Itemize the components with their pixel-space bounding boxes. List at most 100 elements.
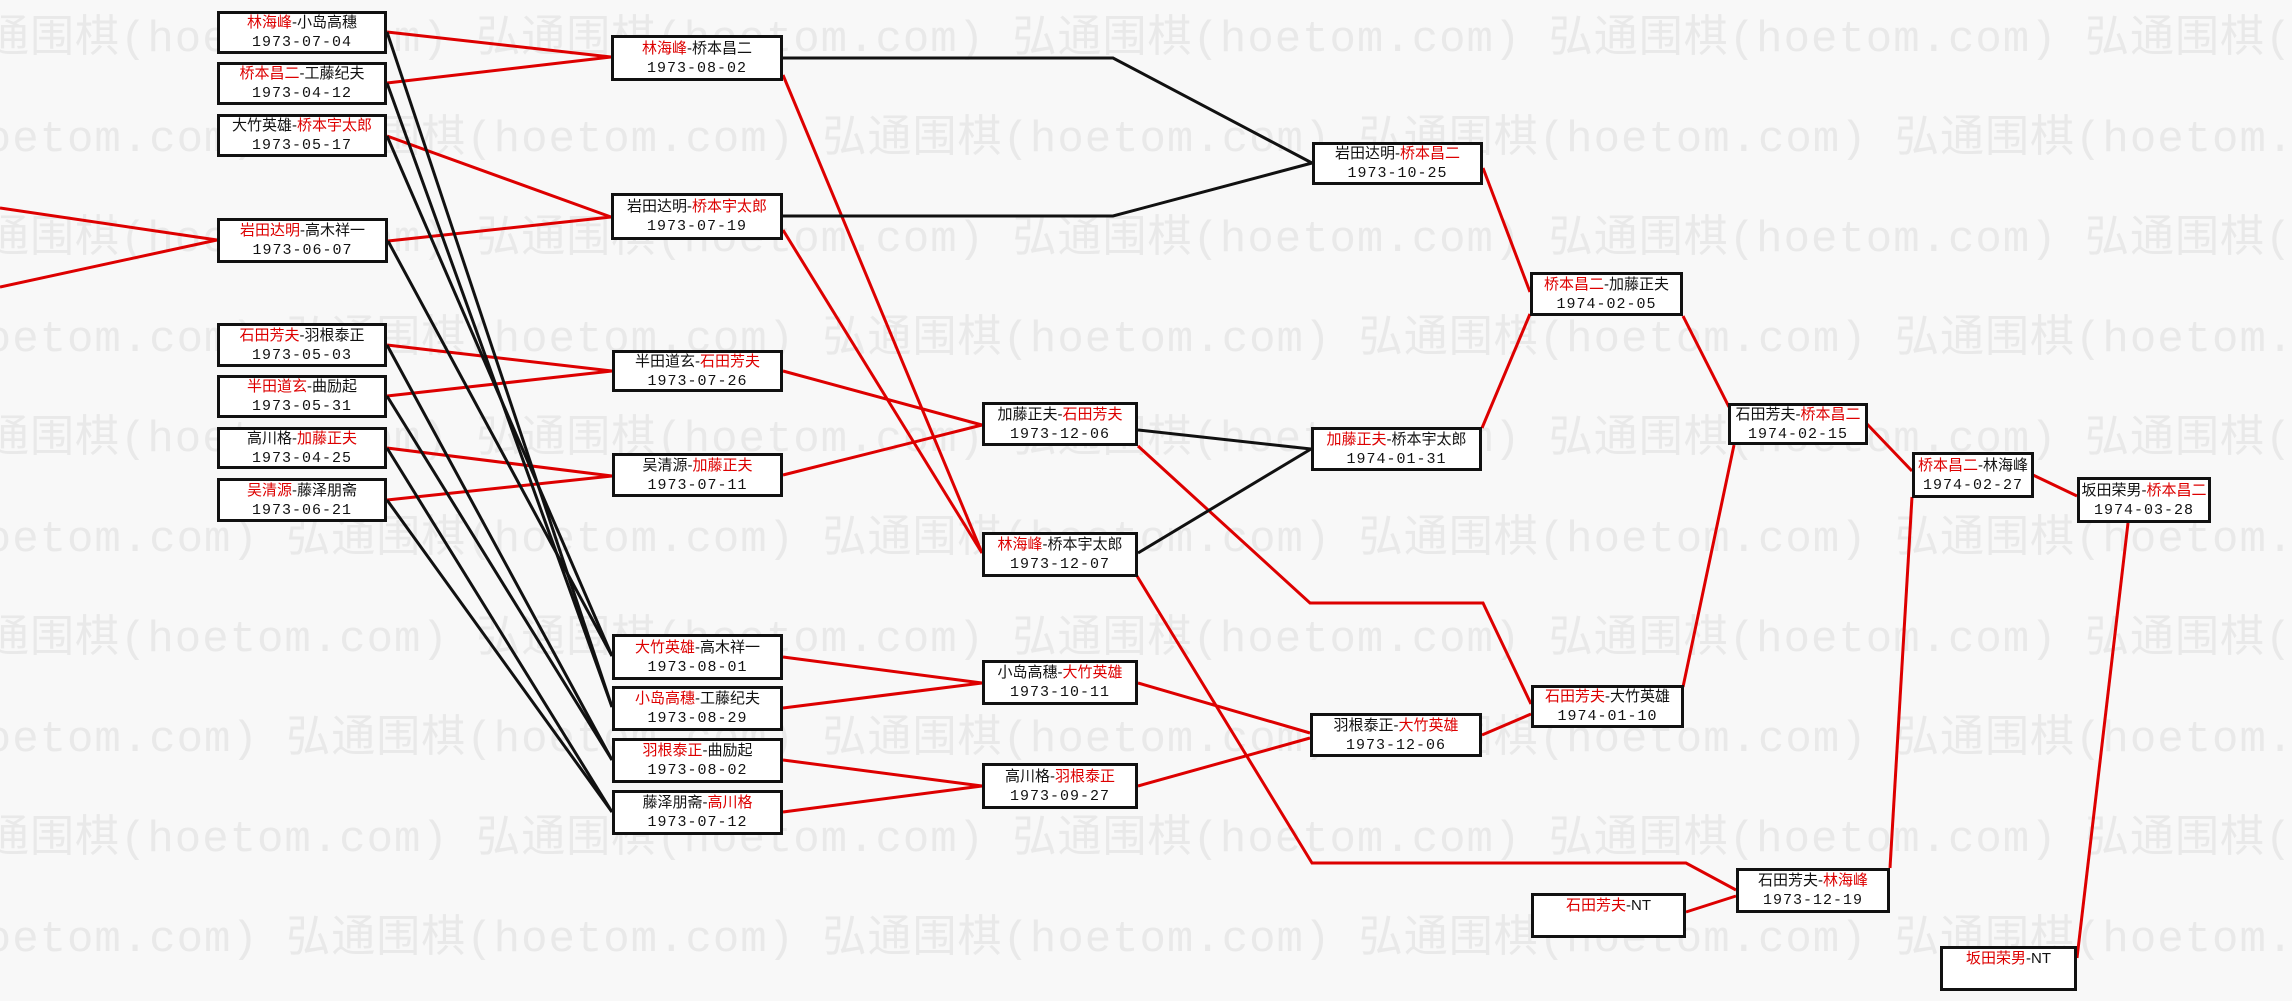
match-date: 1973-10-25 — [1347, 165, 1448, 182]
winner-advance-line — [1681, 444, 1736, 688]
match-players: 羽根泰正-曲励起 — [642, 741, 752, 761]
winner-advance-line — [781, 229, 984, 554]
match-box: 岩田达明-桥本昌二 1973-10-25 — [1312, 142, 1483, 185]
winner-advance-line — [386, 30, 612, 59]
watermark-text: 弘通围棋(hoetom.com) 弘通围棋(hoetom.com) 弘通围棋(h… — [0, 915, 2292, 965]
player1-name: 藤泽朋斋 — [642, 794, 703, 811]
player-separator: - — [292, 14, 297, 31]
match-date: 1973-05-17 — [251, 137, 352, 154]
match-date: 1973-12-19 — [1762, 892, 1863, 909]
player-separator: - — [695, 638, 700, 656]
player1-name: 桥本昌二 — [1917, 456, 1978, 474]
player1-name: 半田道玄 — [246, 378, 307, 395]
match-players: 林海峰-小岛高穗 — [247, 13, 357, 33]
match-date: 1973-12-07 — [1009, 556, 1110, 573]
match-players: 石田芳夫-桥本昌二 — [1735, 405, 1860, 425]
match-box: 吴清源-藤泽朋斋 1973-06-21 — [217, 478, 387, 522]
match-box: 高川格-加藤正夫 1973-04-25 — [217, 427, 387, 469]
match-players: 半田道玄-石田芳夫 — [635, 352, 760, 372]
match-box: 吴清源-加藤正夫 1973-07-11 — [612, 453, 783, 497]
match-date: 1973-06-21 — [251, 501, 352, 519]
match-date: 1973-04-25 — [251, 449, 352, 467]
player1-name: 小岛高穗 — [634, 690, 695, 707]
winner-advance-line — [1135, 575, 1737, 892]
player2-name: 高木祥一 — [305, 222, 366, 239]
player-separator: - — [687, 39, 692, 57]
match-box: 桥本昌二-工藤纪夫 1973-04-12 — [217, 62, 387, 105]
match-players: 桥本昌二-工藤纪夫 — [239, 64, 364, 84]
match-date: 1974-02-15 — [1747, 425, 1848, 443]
winner-advance-line — [1681, 315, 1731, 408]
match-players: 林海峰-桥本宇太郎 — [997, 535, 1122, 555]
player-separator: - — [702, 742, 708, 759]
player-separator: - — [307, 378, 312, 395]
player1-name: 林海峰 — [246, 14, 292, 31]
match-players: 吴清源-藤泽朋斋 — [247, 481, 357, 501]
match-box: 坂田荣男-NT — [1940, 946, 2077, 991]
player-separator: - — [1604, 275, 1609, 293]
match-players: 石田芳夫-NT — [1566, 896, 1651, 916]
player-separator: - — [1795, 405, 1801, 423]
match-date: 1973-08-02 — [646, 59, 747, 77]
player1-name: 石田芳夫 — [1757, 872, 1818, 889]
match-box: 岩田达明-桥本宇太郎 1973-07-19 — [611, 193, 783, 240]
match-players: 桥本昌二-林海峰 — [1918, 456, 2028, 476]
player2-name: 高川格 — [707, 794, 753, 811]
match-box: 羽根泰正-大竹英雄 1973-12-06 — [1310, 713, 1482, 757]
match-date: 1974-01-31 — [1346, 450, 1447, 468]
player1-name: 岩田达明 — [239, 222, 300, 239]
match-box: 桥本昌二-林海峰 1974-02-27 — [1912, 452, 2034, 498]
match-box: 林海峰-桥本昌二 1973-08-02 — [611, 35, 783, 81]
player-separator: - — [292, 429, 297, 447]
player2-name: 桥本昌二 — [692, 39, 753, 57]
loser-advance-line — [386, 240, 614, 657]
winner-advance-line — [782, 423, 983, 477]
player2-name: NT — [2031, 950, 2051, 967]
player-separator: - — [1605, 688, 1610, 705]
match-players: 大竹英雄-桥本宇太郎 — [232, 116, 372, 136]
player1-name: 羽根泰正 — [642, 742, 703, 759]
match-box: 石田芳夫-林海峰 1973-12-19 — [1736, 868, 1890, 913]
player1-name: 大竹英雄 — [634, 638, 695, 656]
player-separator: - — [1050, 767, 1055, 785]
match-players: 岩田达明-桥本昌二 — [1335, 144, 1460, 164]
match-date: 1973-05-31 — [251, 398, 352, 415]
match-box: 石田芳夫-羽根泰正 1973-05-03 — [217, 323, 387, 367]
match-date: 1973-07-26 — [647, 372, 748, 390]
player2-name: 加藤正夫 — [692, 456, 753, 474]
loser-advance-line — [1137, 447, 1312, 555]
player2-name: 桥本宇太郎 — [1047, 536, 1123, 553]
player-separator: - — [702, 794, 708, 811]
match-box: 岩田达明-高木祥一 1973-06-07 — [217, 218, 388, 263]
match-date: 1973-12-06 — [1345, 736, 1446, 754]
player-separator: - — [1042, 536, 1048, 553]
player2-name: 林海峰 — [1983, 456, 2029, 474]
player2-name: 桥本昌二 — [1400, 145, 1461, 162]
match-box: 高川格-羽根泰正 1973-09-27 — [982, 763, 1138, 809]
player2-name: 桥本昌二 — [2146, 481, 2207, 499]
match-players: 大竹英雄-高木祥一 — [635, 638, 760, 658]
player2-name: 大竹英雄 — [1062, 664, 1123, 681]
player2-name: 曲励起 — [707, 742, 753, 759]
player2-name: 大竹英雄 — [1398, 716, 1459, 734]
player-separator: - — [695, 352, 700, 370]
watermark-text: 弘通围棋(hoetom.com) 弘通围棋(hoetom.com) 弘通围棋(h… — [0, 815, 2292, 865]
player-separator: - — [2026, 950, 2031, 967]
winner-advance-line — [386, 369, 613, 398]
player1-name: 石田芳夫 — [239, 326, 300, 344]
player2-name: 加藤正夫 — [297, 429, 358, 447]
player-separator: - — [687, 456, 693, 474]
match-box: 小岛高穗-工藤纪夫 1973-08-29 — [612, 686, 783, 731]
player-separator: - — [2141, 481, 2147, 499]
player1-name: 林海峰 — [997, 536, 1043, 553]
player-separator: - — [1626, 897, 1631, 914]
match-players: 加藤正夫-桥本宇太郎 — [1326, 430, 1466, 450]
match-players: 小岛高穗-工藤纪夫 — [635, 689, 760, 709]
player-separator: - — [1818, 872, 1823, 889]
player2-name: 小岛高穗 — [297, 14, 358, 31]
loser-advance-line — [783, 161, 1313, 218]
match-players: 石田芳夫-羽根泰正 — [239, 326, 364, 346]
match-players: 坂田荣男-NT — [1966, 949, 2051, 969]
match-date: 1973-08-29 — [647, 710, 748, 727]
